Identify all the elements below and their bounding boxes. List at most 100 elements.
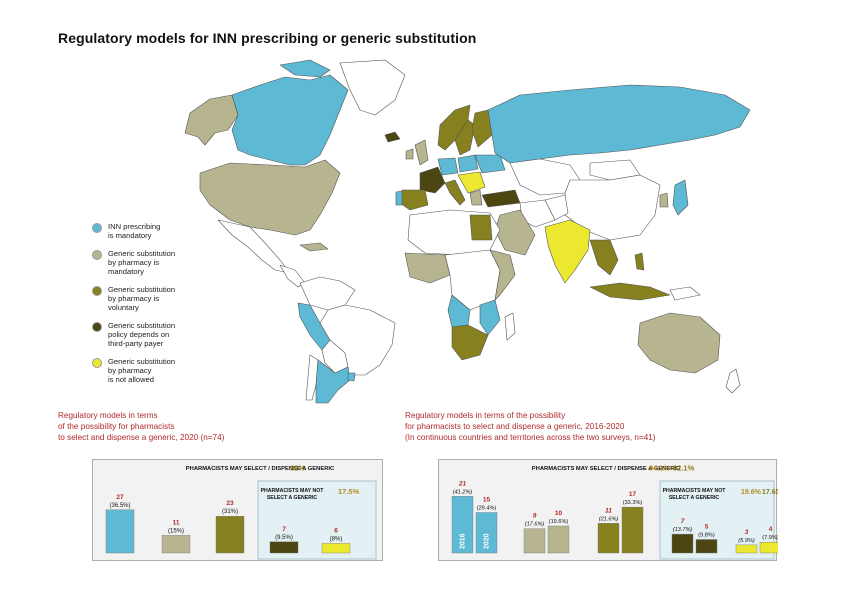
bar-value-label: 5 [705,524,709,531]
page-title: Regulatory models for INN prescribing or… [58,30,477,46]
inset-pct-2020: 17.65% [762,489,778,496]
legend-label: Generic substitution by pharmacy is mand… [108,249,176,276]
legend-dot-icon [92,223,102,233]
region-sweden [454,119,476,156]
bar [597,523,620,554]
bar [735,544,758,554]
bar-value-label: 15 [483,497,491,504]
region-balkans [457,171,486,194]
bar [759,541,778,554]
region-caribbean [299,242,329,252]
legend-item: Generic substitution by pharmacy is not … [92,357,207,384]
bar [215,516,245,554]
region-alaska [184,94,239,146]
world-map [184,59,751,404]
region-australia [637,312,721,374]
region-ukraine [474,154,506,174]
bar-value-label: 6 [334,527,338,534]
legend-item: INN prescribing is mandatory [92,222,207,240]
bar-pct-label: (31%) [222,509,238,515]
map-legend: INN prescribing is mandatory Generic subs… [92,222,207,393]
region-north-south-america [299,276,356,311]
bar-value-label: 17 [629,491,637,498]
bar-value-label: 4 [769,526,773,533]
bar-year-label: 2016 [460,533,467,549]
region-greece [469,189,483,206]
region-ireland [405,148,414,160]
chart-title-pct-2016: 94.1% [649,464,671,473]
region-madagascar [504,312,516,341]
region-india [544,219,591,284]
bar-pct-label: (13.7%) [673,527,693,533]
bar-value-label: 3 [745,529,749,536]
legend-dot-icon [92,286,102,296]
bar-value-label: 11 [605,507,612,514]
bar-pct-label: (33.3%) [623,500,643,506]
bar-pct-label: (8%) [330,536,343,542]
region-germany [437,157,459,176]
bar-pct-label: (17.6%) [525,522,545,528]
bar-value-label: 9 [533,513,537,520]
chart-title-pct-2020: 92.1% [673,464,695,473]
region-france [419,166,446,194]
legend-dot-icon [92,250,102,260]
bar-pct-label: (19.6%) [549,519,569,525]
bar-value-label: 21 [458,480,467,487]
inset-title-line2: SELECT A GENERIC [267,495,318,501]
region-finland [471,109,493,148]
chart-2020: PHARMACISTS MAY SELECT / DISPENSE A GENE… [92,459,383,561]
region-egypt [469,214,493,241]
region-spain [399,189,429,211]
region-turkey [481,189,521,208]
region-new-guinea [669,286,701,301]
legend-item: Generic substitution by pharmacy is volu… [92,285,207,312]
chart-title: PHARMACISTS MAY SELECT / DISPENSE A GENE… [532,466,681,472]
chart-title-pct: 92% [290,464,305,473]
caption-right: Regulatory models in terms of the possib… [405,411,656,442]
region-philippines [634,252,645,271]
region-uk [414,139,429,166]
legend-label: Generic substitution by pharmacy is not … [108,357,176,384]
bar [161,535,191,554]
bar [321,543,351,554]
legend-dot-icon [92,322,102,332]
bar [105,509,135,554]
bar-pct-label: (21.6%) [599,516,619,522]
bar-value-label: 23 [226,500,234,507]
bar [671,533,694,554]
bar [695,539,718,554]
legend-dot-icon [92,358,102,368]
legend-label: Generic substitution by pharmacy is volu… [108,285,176,312]
bar [269,541,299,554]
region-east-africa [489,249,516,301]
legend-label: INN prescribing is mandatory [108,222,161,240]
inset-title-line1: PHARMACISTS MAY NOT [663,488,727,494]
region-south-africa [451,324,489,361]
legend-item: Generic substitution by pharmacy is mand… [92,249,207,276]
bar-pct-label: (36.5%) [109,503,130,509]
legend-label: Generic substitution policy depends on t… [108,321,176,348]
inset-pct-2016: 19.6% [741,489,762,496]
bar-pct-label: (7.9%) [762,535,778,541]
bar-year-label: 2020 [484,533,491,549]
bar-value-label: 7 [681,518,685,525]
region-italy [444,179,466,206]
region-iceland [384,131,401,143]
legend-item: Generic substitution policy depends on t… [92,321,207,348]
bar-value-label: 27 [116,494,124,501]
caption-left: Regulatory models in terms of the possib… [58,411,225,442]
bar-value-label: 10 [555,510,563,517]
bar-pct-label: (15%) [168,528,184,534]
bar [523,528,546,554]
bar-pct-label: (5.9%) [738,538,755,544]
region-southeast-asia [589,239,619,276]
bar [547,525,570,554]
bar [621,506,644,554]
region-japan [672,179,689,216]
bar [475,512,498,554]
region-korea [659,192,669,208]
region-arctic-islands [279,59,331,78]
region-usa [199,159,341,236]
region-new-zealand [725,368,741,394]
bar-pct-label: (9.8%) [698,533,715,539]
